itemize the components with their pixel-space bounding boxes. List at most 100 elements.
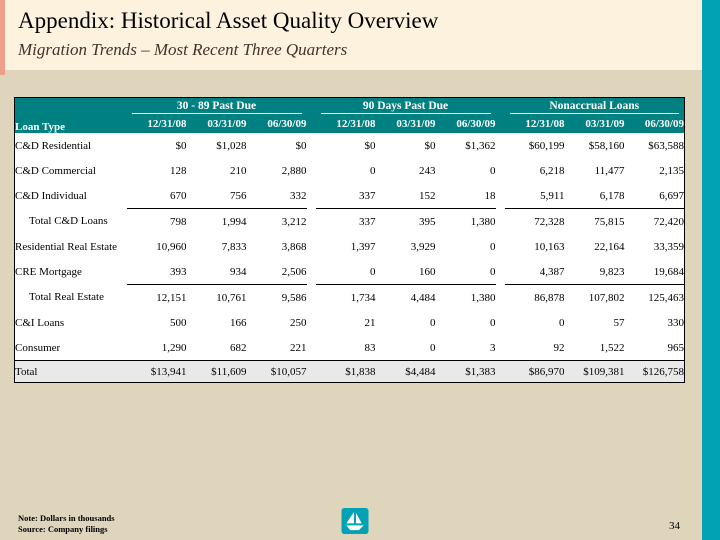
group-spacer — [495, 97, 505, 115]
value-cell: 125,463 — [648, 291, 684, 304]
value-cell: $10,057 — [246, 360, 307, 383]
sailboat-logo-icon — [341, 508, 369, 535]
page-number: 34 — [669, 520, 680, 532]
group-spacer — [306, 115, 316, 133]
value-cell: 10,761 — [216, 291, 247, 304]
value-cell: 92 — [553, 341, 565, 354]
value-cell: $63,588 — [648, 139, 684, 152]
value-cell: 72,420 — [653, 215, 684, 228]
value-cell: 337 — [315, 183, 376, 209]
value-cell: 393 — [126, 259, 187, 285]
value-cell: 0 — [490, 164, 496, 177]
value-cell: 3 — [490, 341, 496, 354]
date-header: 03/31/09 — [186, 115, 247, 133]
date-header: 06/30/09 — [435, 115, 496, 133]
value-cell: 337 — [359, 215, 376, 228]
value-cell: 18 — [435, 183, 496, 209]
group-spacer — [307, 285, 316, 311]
value-cell: 22,164 — [594, 240, 625, 253]
value-cell: 5,911 — [504, 183, 565, 209]
group-spacer — [306, 360, 316, 383]
group-spacer — [496, 310, 505, 335]
value-cell: 1,522 — [599, 341, 625, 354]
slide-subtitle: Migration Trends – Most Recent Three Qua… — [18, 40, 348, 59]
group-spacer — [306, 97, 316, 115]
value-cell: 33,359 — [653, 240, 684, 253]
value-cell: 221 — [290, 341, 307, 354]
value-cell: 7,833 — [221, 240, 247, 253]
group-spacer — [496, 209, 505, 235]
table-row: C&D Individual 670 756 332 337 152 18 5,911 6,17… — [15, 183, 685, 209]
value-cell: 2,135 — [659, 164, 684, 177]
value-cell: 160 — [375, 259, 436, 285]
date-header: 03/31/09 — [564, 115, 625, 133]
value-cell: 1,380 — [470, 215, 496, 228]
value-cell: $1,028 — [216, 139, 247, 152]
value-cell: 500 — [170, 316, 187, 329]
group-spacer — [496, 259, 505, 285]
value-cell: 2,506 — [246, 259, 307, 285]
value-cell: 9,823 — [564, 259, 625, 285]
table-row: C&I Loans 500 166 250 21 0 0 0 57 330 — [15, 310, 685, 335]
value-cell: $1,383 — [435, 360, 496, 383]
group-spacer — [307, 209, 316, 235]
row-label: Total Real Estate — [29, 291, 104, 304]
group-spacer — [307, 259, 316, 285]
value-cell: 0 — [490, 240, 496, 253]
footnotes: Note: Dollars in thousands Source: Compa… — [18, 513, 115, 535]
date-header: 12/31/08 — [315, 115, 376, 133]
page-title: Appendix: Historical Asset Quality Overv… — [18, 8, 439, 33]
group-header: Nonaccrual Loans — [504, 97, 685, 115]
value-cell: 682 — [230, 341, 247, 354]
value-cell: 1,380 — [470, 291, 496, 304]
row-label: CRE Mortgage — [15, 265, 82, 278]
table-container: 30 - 89 Past Due 90 Days Past Due Nonaccru… — [14, 97, 685, 383]
value-cell: 0 — [315, 259, 376, 285]
value-cell: $0 — [175, 139, 187, 152]
corner-cell — [14, 97, 127, 115]
value-cell: 756 — [186, 183, 247, 209]
value-cell: 1,994 — [221, 215, 247, 228]
group-spacer — [496, 133, 505, 158]
table-row: C&D Residential $0 $1,028 $0 $0 $0 $1,362 $60,1… — [15, 133, 685, 158]
value-cell: 0 — [430, 341, 436, 354]
value-cell: 4,484 — [410, 291, 436, 304]
group-header: 90 Days Past Due — [315, 97, 496, 115]
value-cell: 0 — [370, 164, 376, 177]
value-cell: 10,960 — [156, 240, 187, 253]
value-cell: 965 — [667, 341, 685, 354]
value-cell: 21 — [364, 316, 376, 329]
value-cell: 19,684 — [624, 259, 685, 285]
value-cell: 72,328 — [534, 215, 565, 228]
row-label: C&D Commercial — [15, 164, 96, 177]
value-cell: 3,929 — [410, 240, 436, 253]
footnote-source: Source: Company filings — [18, 524, 108, 534]
value-cell: 0 — [435, 259, 496, 285]
date-header: 12/31/08 — [504, 115, 565, 133]
table-row: CRE Mortgage 393 934 2,506 0 160 0 4,387 9,823 19… — [15, 259, 685, 285]
value-cell: $1,362 — [465, 139, 496, 152]
value-cell: 332 — [246, 183, 307, 209]
value-cell: 166 — [230, 316, 247, 329]
value-cell: 10,163 — [534, 240, 565, 253]
group-spacer — [496, 183, 505, 209]
value-cell: $58,160 — [588, 139, 625, 152]
value-cell: $60,199 — [528, 139, 565, 152]
footnote-dollars: Note: Dollars in thousands — [18, 513, 115, 523]
value-cell: 798 — [170, 215, 187, 228]
row-label: Residential Real Estate — [15, 240, 118, 253]
group-header: 30 - 89 Past Due — [126, 97, 307, 115]
group-spacer — [496, 285, 505, 311]
row-label: C&I Loans — [15, 316, 65, 329]
group-spacer — [496, 234, 505, 259]
value-cell: 128 — [170, 164, 187, 177]
value-cell: $0 — [295, 139, 307, 152]
value-cell: 6,218 — [539, 164, 565, 177]
value-cell: $11,609 — [186, 360, 247, 383]
value-cell: 83 — [364, 341, 376, 354]
group-spacer — [496, 335, 505, 361]
table-row: Total C&D Loans 798 1,994 3,212 337 395 1,380 7… — [15, 209, 685, 235]
value-cell: $13,941 — [126, 360, 187, 383]
value-cell: 250 — [290, 316, 307, 329]
value-cell: 395 — [419, 215, 436, 228]
